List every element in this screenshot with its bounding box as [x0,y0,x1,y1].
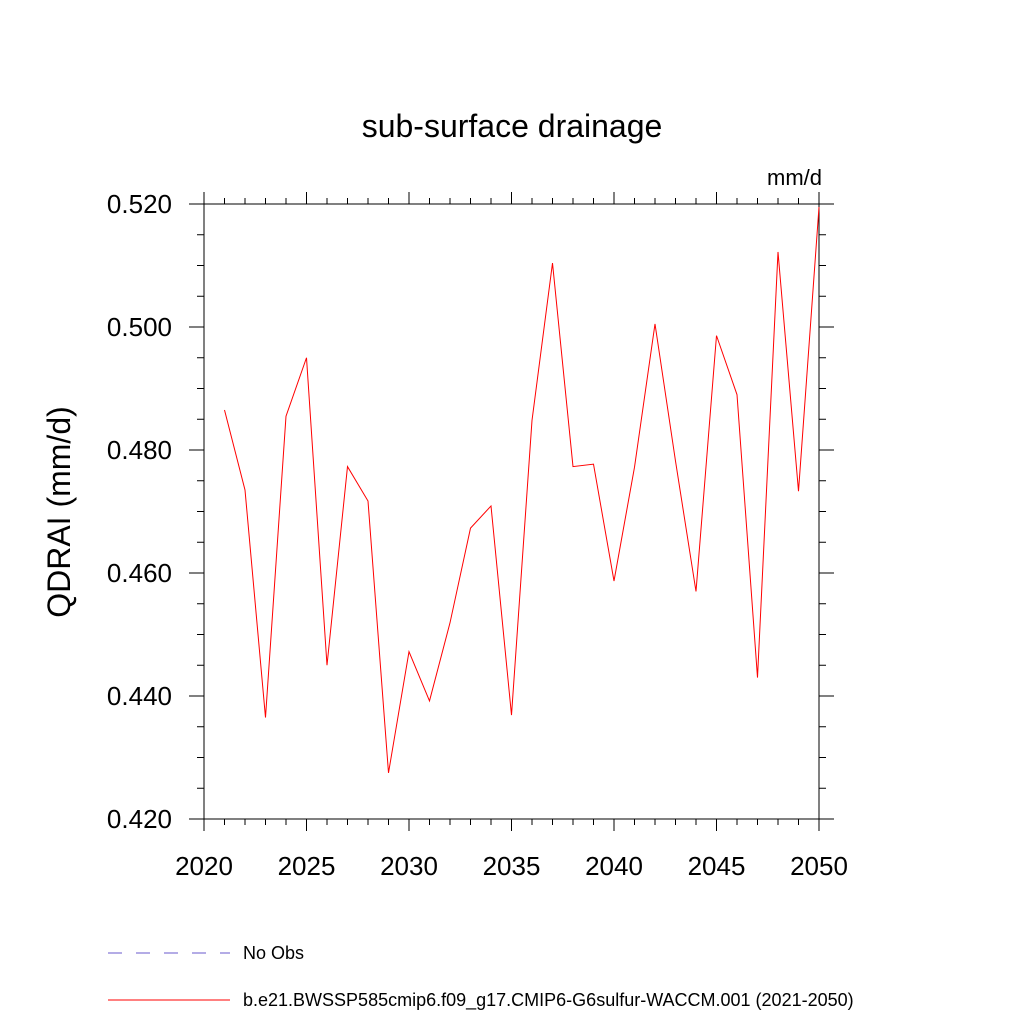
y-tick-label: 0.440 [107,681,172,711]
y-axis-label: QDRAI (mm/d) [41,406,77,618]
chart-title: sub-surface drainage [362,108,663,144]
axis-ticks [189,192,834,831]
x-axis-tick-labels: 2020 2025 2030 2035 2040 2045 2050 [175,851,848,881]
x-tick-label: 2025 [278,851,336,881]
x-tick-label: 2030 [380,851,438,881]
x-tick-label: 2020 [175,851,233,881]
y-tick-label: 0.500 [107,312,172,342]
legend-label-series: b.e21.BWSSP585cmip6.f09_g17.CMIP6-G6sulf… [243,990,854,1011]
series-line [224,207,820,773]
x-tick-label: 2050 [790,851,848,881]
y-axis-tick-labels: 0.420 0.440 0.460 0.480 0.500 0.520 [107,189,172,834]
plot-frame [203,203,820,820]
x-tick-label: 2035 [483,851,541,881]
x-tick-label: 2045 [688,851,746,881]
x-tick-label: 2040 [585,851,643,881]
y-tick-label: 0.480 [107,435,172,465]
legend-label-no-obs: No Obs [243,943,304,963]
series-layer [224,207,820,773]
y-tick-label: 0.420 [107,804,172,834]
y-tick-label: 0.520 [107,189,172,219]
legend: No Obs b.e21.BWSSP585cmip6.f09_g17.CMIP6… [108,943,854,1011]
y-tick-label: 0.460 [107,558,172,588]
units-label: mm/d [767,165,822,190]
